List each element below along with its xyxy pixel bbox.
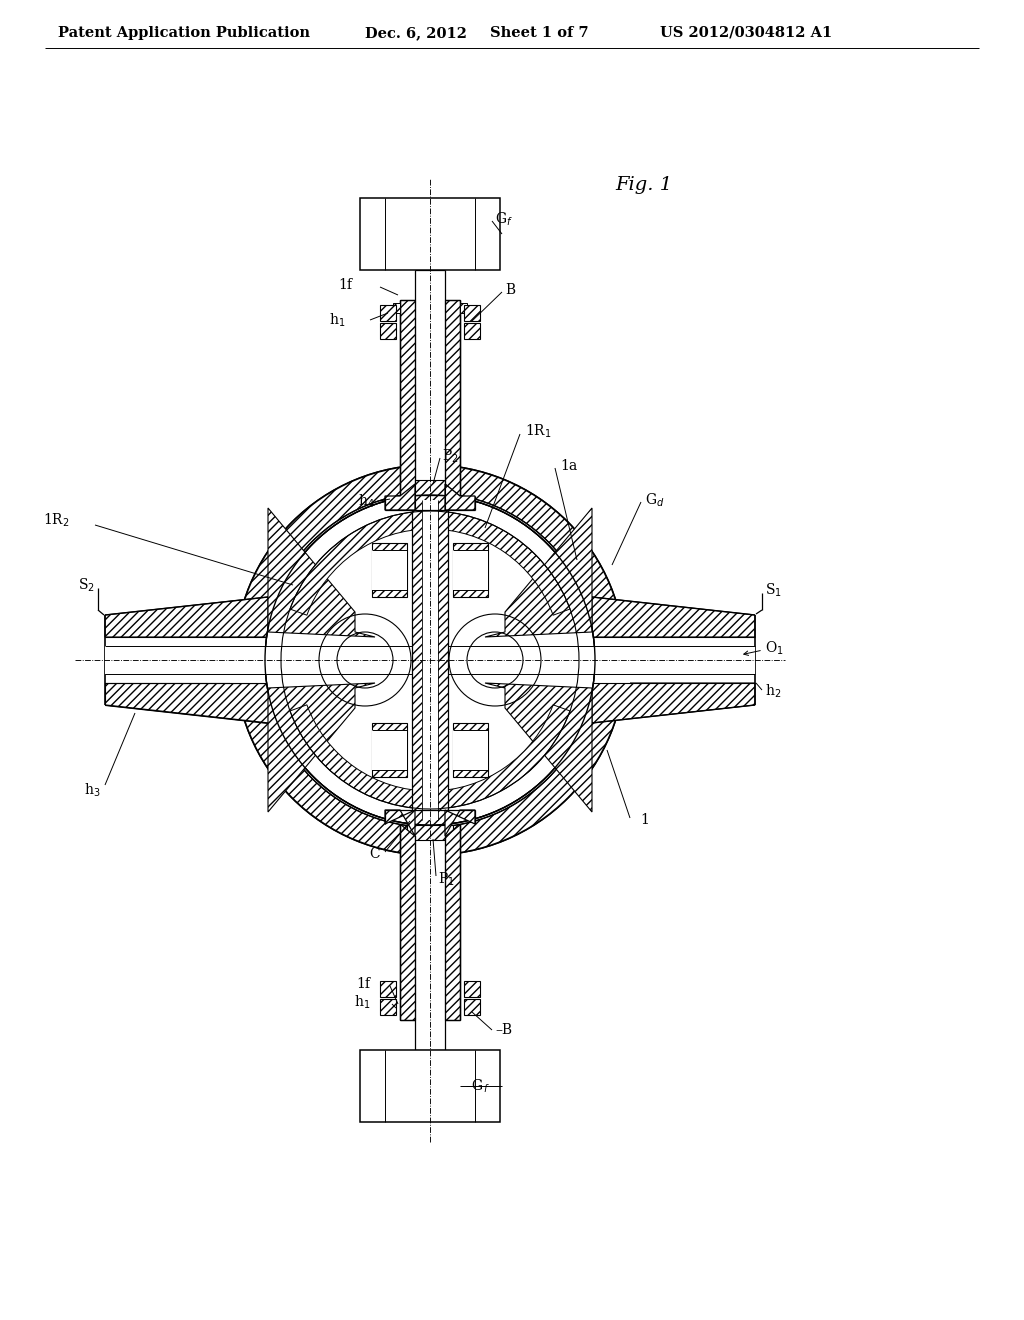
Text: 1f: 1f — [356, 977, 370, 991]
Bar — [105, 645, 268, 675]
Text: O$_1$: O$_1$ — [765, 639, 783, 657]
Text: G$_f$: G$_f$ — [495, 210, 513, 227]
Bar — [597, 615, 755, 705]
Bar — [449, 645, 755, 675]
Bar — [360, 198, 500, 271]
Bar — [464, 999, 480, 1015]
Text: 1f: 1f — [338, 279, 352, 292]
Text: US 2012/0304812 A1: US 2012/0304812 A1 — [660, 26, 833, 40]
Polygon shape — [485, 682, 592, 812]
Text: 1a: 1a — [560, 459, 578, 473]
Text: Fig. 1: Fig. 1 — [615, 176, 672, 194]
Polygon shape — [445, 810, 475, 836]
Text: h$_1$: h$_1$ — [353, 993, 370, 1011]
Bar — [422, 500, 438, 820]
Polygon shape — [407, 480, 453, 495]
Circle shape — [234, 465, 625, 855]
Polygon shape — [268, 682, 375, 812]
Bar — [415, 459, 445, 498]
Polygon shape — [445, 484, 475, 510]
Bar — [464, 323, 480, 339]
Bar — [105, 615, 263, 705]
Bar — [464, 981, 480, 997]
Polygon shape — [407, 825, 453, 840]
Polygon shape — [385, 810, 415, 836]
Bar — [360, 1049, 500, 1122]
Text: h$_4$: h$_4$ — [358, 492, 375, 510]
Polygon shape — [592, 682, 755, 723]
Text: Dec. 6, 2012: Dec. 6, 2012 — [365, 26, 467, 40]
Bar — [415, 822, 445, 861]
Bar — [372, 730, 407, 770]
Text: 1R$_1$: 1R$_1$ — [525, 422, 552, 440]
Polygon shape — [372, 543, 407, 597]
Text: Patent Application Publication: Patent Application Publication — [58, 26, 310, 40]
Text: C: C — [370, 847, 380, 861]
Bar — [380, 981, 396, 997]
Bar — [453, 550, 488, 590]
Text: S$_2$: S$_2$ — [78, 577, 95, 594]
Bar — [230, 638, 268, 682]
Text: 1R$_2$: 1R$_2$ — [43, 511, 70, 529]
Text: G$_d$: G$_d$ — [645, 491, 665, 508]
Text: h$_3$: h$_3$ — [84, 781, 100, 799]
Bar — [380, 305, 396, 321]
Text: Sheet 1 of 7: Sheet 1 of 7 — [490, 26, 589, 40]
Bar — [464, 305, 480, 321]
Polygon shape — [485, 508, 592, 638]
Circle shape — [263, 492, 597, 828]
Polygon shape — [445, 300, 460, 496]
Polygon shape — [385, 484, 415, 510]
Text: h$_1$: h$_1$ — [329, 312, 345, 329]
Text: 1: 1 — [640, 813, 649, 828]
Polygon shape — [105, 682, 268, 723]
Polygon shape — [400, 824, 415, 1020]
Bar — [380, 999, 396, 1015]
Polygon shape — [105, 597, 268, 638]
Polygon shape — [592, 597, 755, 638]
Bar — [380, 323, 396, 339]
Text: –B: –B — [495, 1023, 512, 1038]
Text: S$_1$: S$_1$ — [765, 581, 782, 599]
Text: P$_1$: P$_1$ — [438, 870, 455, 887]
Polygon shape — [372, 723, 407, 777]
Text: B: B — [505, 282, 515, 297]
Polygon shape — [400, 300, 415, 496]
Bar — [393, 304, 400, 313]
Bar — [592, 638, 630, 682]
Circle shape — [265, 495, 595, 825]
Bar — [372, 550, 407, 590]
Polygon shape — [268, 508, 375, 638]
Bar — [453, 730, 488, 770]
Bar — [460, 304, 467, 313]
Polygon shape — [445, 824, 460, 1020]
Wedge shape — [290, 511, 570, 615]
Wedge shape — [290, 705, 570, 809]
Text: h$_2$: h$_2$ — [765, 682, 781, 700]
Text: –G$_f$: –G$_f$ — [465, 1077, 489, 1094]
Polygon shape — [453, 543, 488, 597]
Wedge shape — [234, 465, 625, 855]
Polygon shape — [453, 723, 488, 777]
Text: P$_2$: P$_2$ — [442, 447, 459, 465]
Polygon shape — [412, 495, 449, 825]
